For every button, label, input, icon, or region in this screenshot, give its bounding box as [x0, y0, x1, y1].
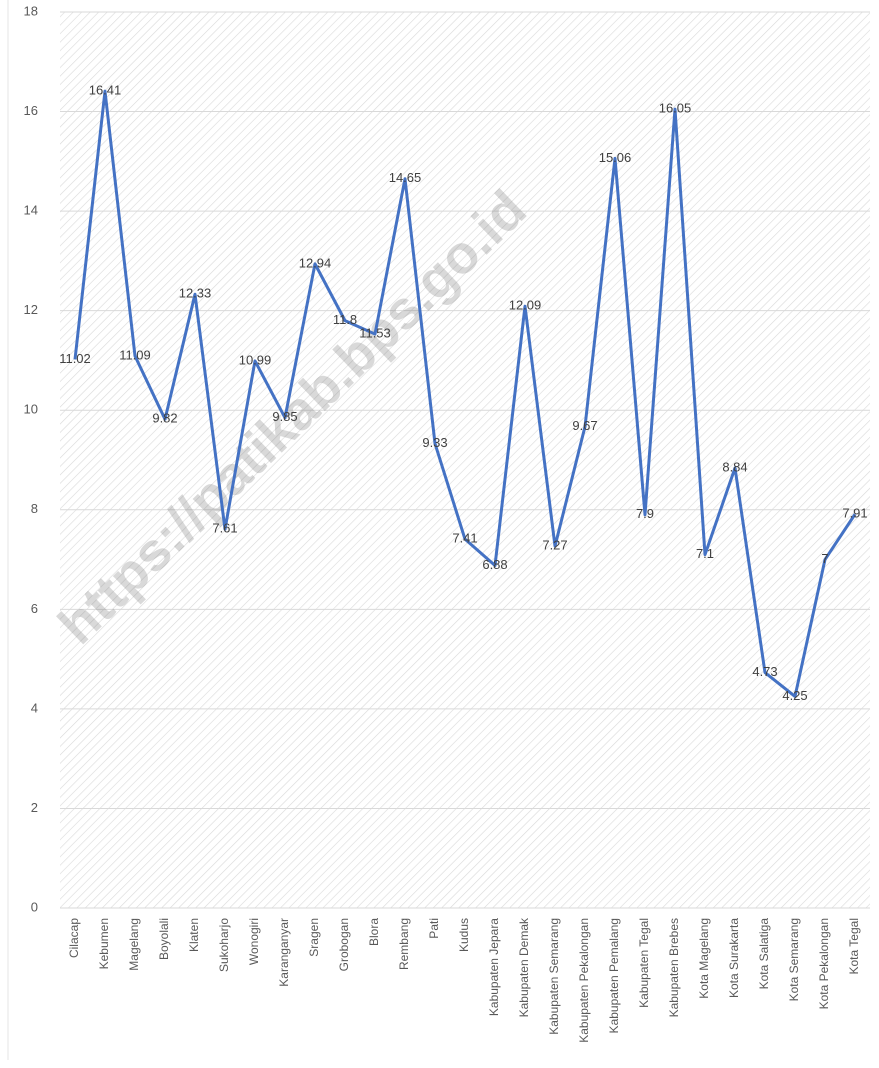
data-label: 7.91 — [842, 506, 867, 521]
data-label: 9.82 — [152, 411, 177, 426]
x-tick-label: Cilacap — [67, 918, 81, 958]
data-label: 12.33 — [179, 286, 212, 301]
x-tick-label: Kota Magelang — [697, 918, 711, 999]
data-label: 11.53 — [359, 325, 391, 340]
y-tick-label: 6 — [31, 601, 38, 616]
data-label: 6.88 — [482, 557, 507, 572]
x-tick-label: Kebumen — [97, 918, 111, 969]
x-tick-label: Kabupaten Pekalongan — [577, 918, 591, 1043]
y-tick-label: 0 — [31, 899, 38, 914]
data-label: 7.1 — [696, 546, 714, 561]
x-tick-label: Kota Tegal — [847, 918, 861, 975]
data-label: 11.09 — [119, 347, 151, 362]
y-tick-label: 16 — [24, 103, 38, 118]
data-label: 7.41 — [452, 531, 477, 546]
x-tick-label: Wonogiri — [247, 918, 261, 965]
data-label: 14.65 — [389, 170, 422, 185]
x-tick-label: Kabupaten Tegal — [637, 918, 651, 1008]
x-tick-label: Magelang — [127, 918, 141, 971]
data-label: 9.33 — [422, 435, 447, 450]
y-tick-label: 2 — [31, 800, 38, 815]
data-label: 7 — [821, 551, 828, 566]
data-label: 10.99 — [239, 352, 272, 367]
y-tick-label: 12 — [24, 302, 38, 317]
data-label: 7.27 — [542, 538, 567, 553]
x-tick-label: Sragen — [307, 918, 321, 957]
x-tick-label: Kabupaten Pemalang — [607, 918, 621, 1033]
y-tick-label: 4 — [31, 700, 38, 715]
data-label: 11.02 — [59, 351, 91, 366]
data-label: 8.84 — [722, 459, 747, 474]
y-tick-label: 10 — [24, 402, 38, 417]
data-label: 7.61 — [212, 521, 237, 536]
data-label: 15.06 — [599, 150, 632, 165]
x-tick-label: Kabupaten Brebes — [667, 918, 681, 1017]
x-tick-label: Kota Salatiga — [757, 918, 771, 990]
x-tick-label: Kota Pekalongan — [817, 918, 831, 1009]
x-tick-label: Kota Surakarta — [727, 918, 741, 998]
x-tick-label: Klaten — [187, 918, 201, 952]
data-label: 12.09 — [509, 298, 542, 313]
data-label: 9.67 — [572, 418, 597, 433]
y-tick-label: 18 — [24, 3, 38, 18]
y-tick-label: 14 — [24, 203, 38, 218]
x-tick-label: Kabupaten Jepara — [487, 918, 501, 1016]
x-tick-label: Pati — [427, 918, 441, 939]
data-label: 16.05 — [659, 101, 692, 116]
data-label: 9.85 — [272, 409, 297, 424]
x-tick-label: Sukoharjo — [217, 918, 231, 972]
line — [73, 89, 857, 698]
data-label: 12.94 — [299, 255, 332, 270]
x-tick-label: Blora — [367, 918, 381, 946]
x-tick-label: Karanganyar — [277, 918, 291, 987]
data-label: 7.9 — [636, 506, 654, 521]
data-label: 4.73 — [752, 664, 777, 679]
x-tick-label: Kabupaten Demak — [517, 917, 531, 1017]
plot-area — [60, 12, 870, 908]
x-tick-label: Kudus — [457, 918, 471, 952]
x-tick-label: Grobogan — [337, 918, 351, 971]
x-tick-label: Boyolali — [157, 918, 171, 960]
data-label: 11.8 — [333, 312, 357, 327]
x-tick-label: Rembang — [397, 918, 411, 970]
y-tick-label: 8 — [31, 501, 38, 516]
data-label: 16.41 — [89, 83, 122, 98]
x-tick-label: Kota Semarang — [787, 918, 801, 1001]
data-label: 4.25 — [782, 688, 807, 703]
x-tick-label: Kabupaten Semarang — [547, 918, 561, 1035]
